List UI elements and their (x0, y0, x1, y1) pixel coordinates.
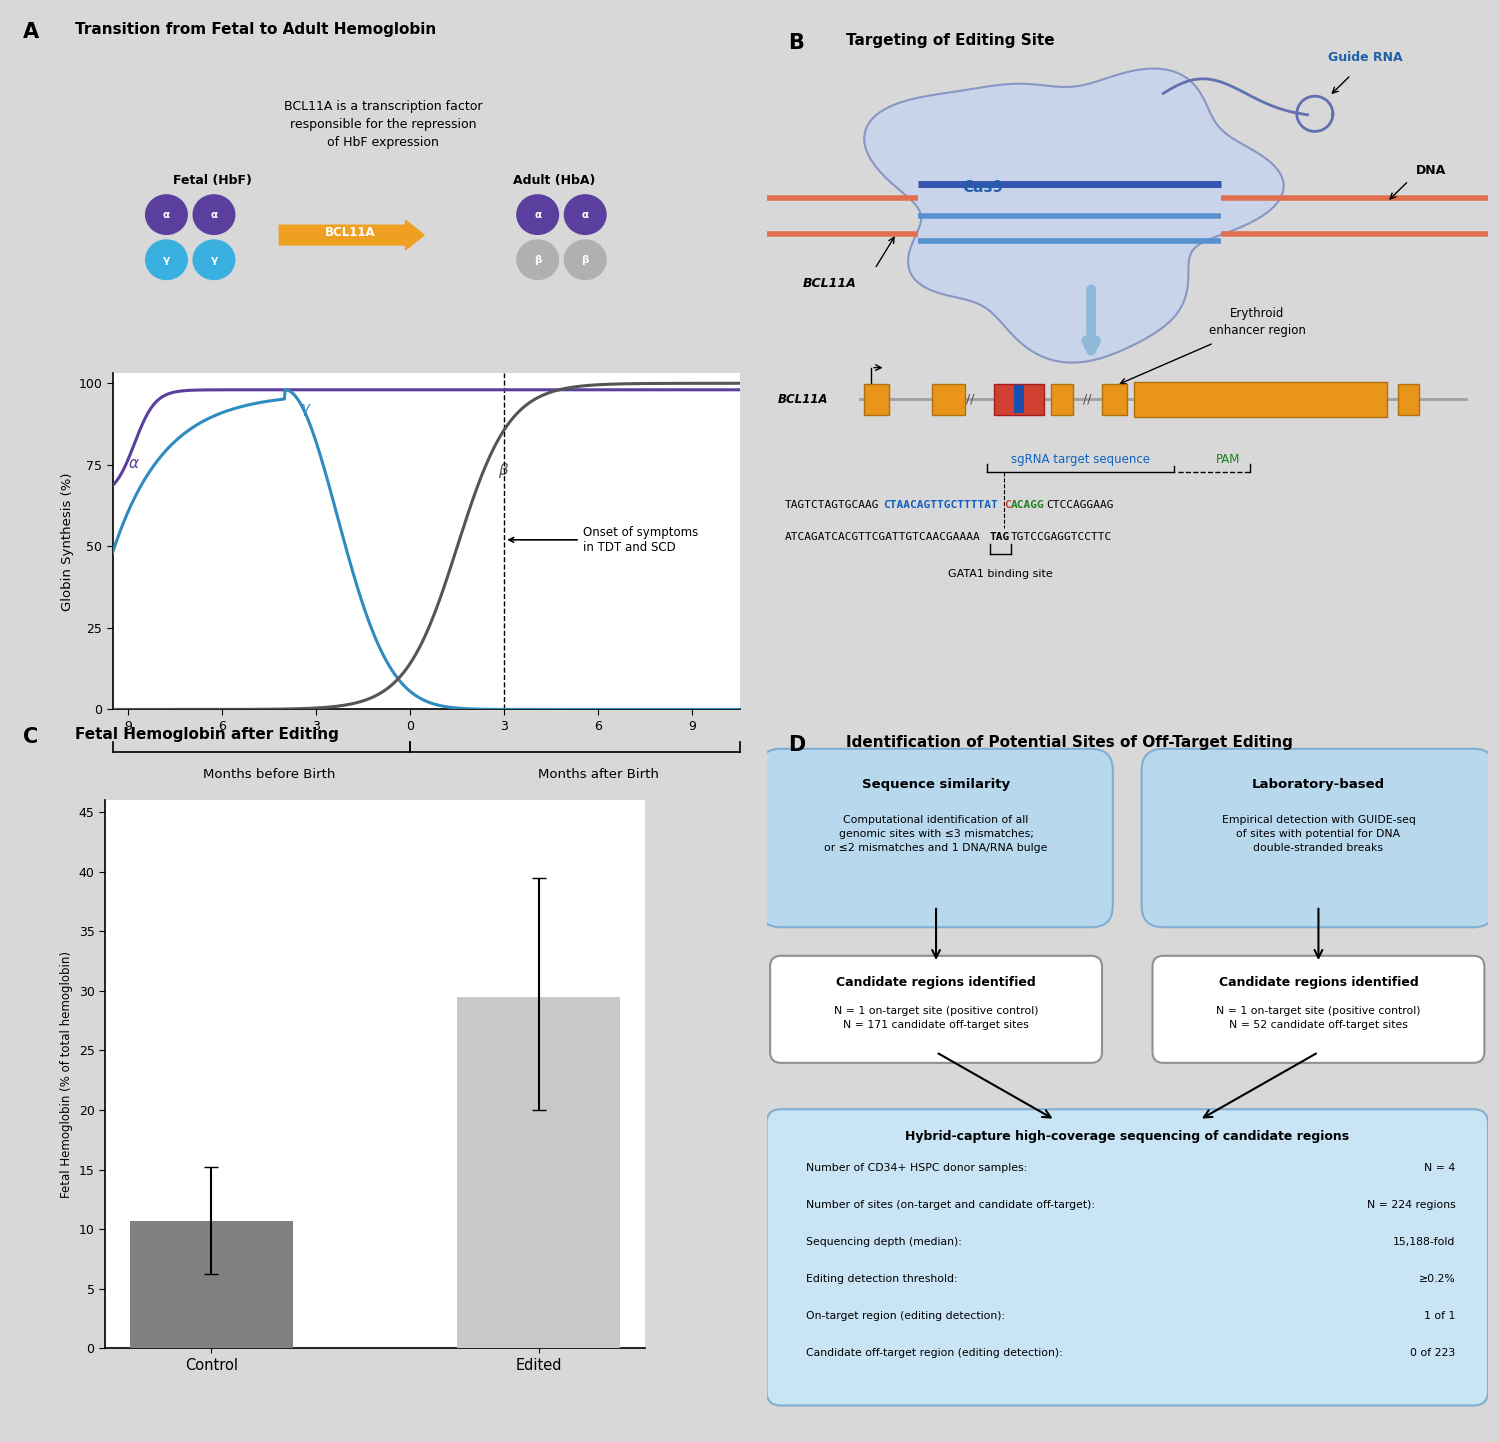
Y-axis label: Globin Synthesis (%): Globin Synthesis (%) (62, 472, 74, 611)
Text: Erythroid
enhancer region: Erythroid enhancer region (1209, 307, 1305, 337)
Text: C: C (1004, 500, 1011, 510)
Text: Hybrid-capture high-coverage sequencing of candidate regions: Hybrid-capture high-coverage sequencing … (904, 1131, 1350, 1144)
Circle shape (564, 195, 606, 235)
Text: ATCAGATCACGTTCGATTGTCAACGAAAA: ATCAGATCACGTTCGATTGTCAACGAAAA (784, 532, 981, 542)
Text: BCL11A: BCL11A (777, 392, 828, 405)
Circle shape (518, 195, 558, 235)
Text: α: α (128, 456, 138, 472)
Text: γ: γ (300, 401, 309, 415)
Text: Cas9: Cas9 (963, 180, 1004, 195)
Text: PAM: PAM (1216, 453, 1240, 466)
FancyBboxPatch shape (1052, 384, 1072, 415)
Text: N = 224 regions: N = 224 regions (1366, 1200, 1455, 1210)
Text: ACAGG: ACAGG (1011, 500, 1044, 510)
Text: Sequencing depth (median):: Sequencing depth (median): (806, 1237, 962, 1247)
Text: BCL11A: BCL11A (324, 226, 375, 239)
FancyBboxPatch shape (933, 384, 964, 415)
Bar (129, 1221, 292, 1348)
Text: C: C (22, 727, 39, 747)
Bar (458, 996, 621, 1348)
Text: β: β (498, 463, 508, 477)
Circle shape (146, 239, 188, 280)
Text: N = 1 on-target site (positive control)
N = 171 candidate off-target sites: N = 1 on-target site (positive control) … (834, 1007, 1038, 1030)
FancyBboxPatch shape (864, 384, 889, 415)
Text: Transition from Fetal to Adult Hemoglobin: Transition from Fetal to Adult Hemoglobi… (75, 22, 436, 37)
Text: N = 4: N = 4 (1425, 1162, 1455, 1172)
Text: Number of CD34+ HSPC donor samples:: Number of CD34+ HSPC donor samples: (806, 1162, 1028, 1172)
FancyBboxPatch shape (1134, 382, 1388, 417)
Text: α: α (210, 209, 218, 219)
Circle shape (146, 195, 188, 235)
Text: Computational identification of all
genomic sites with ≤3 mismatches;
or ≤2 mism: Computational identification of all geno… (825, 815, 1047, 854)
Text: Candidate regions identified: Candidate regions identified (1218, 976, 1419, 989)
Text: DNA: DNA (1416, 164, 1446, 177)
Text: β: β (582, 255, 590, 265)
Circle shape (194, 239, 234, 280)
Text: //: // (966, 392, 974, 405)
FancyBboxPatch shape (1102, 384, 1128, 415)
Text: //: // (1083, 392, 1092, 405)
Text: TGTCCGAGGTCCTTC: TGTCCGAGGTCCTTC (1011, 532, 1112, 542)
Text: Guide RNA: Guide RNA (1328, 50, 1402, 63)
Text: CTCCAGGAAG: CTCCAGGAAG (1046, 500, 1113, 510)
Text: Identification of Potential Sites of Off-Target Editing: Identification of Potential Sites of Off… (846, 734, 1293, 750)
Text: Candidate regions identified: Candidate regions identified (836, 976, 1036, 989)
Text: On-target region (editing detection):: On-target region (editing detection): (806, 1311, 1005, 1321)
Text: sgRNA target sequence: sgRNA target sequence (1011, 453, 1150, 466)
Text: CTAACAGTTGCTTTTAT: CTAACAGTTGCTTTTAT (884, 500, 999, 510)
Text: Laboratory-based: Laboratory-based (1252, 779, 1384, 792)
Text: Targeting of Editing Site: Targeting of Editing Site (846, 33, 1054, 48)
Text: Empirical detection with GUIDE-seq
of sites with potential for DNA
double-strand: Empirical detection with GUIDE-seq of si… (1221, 815, 1416, 854)
Text: 1 of 1: 1 of 1 (1424, 1311, 1455, 1321)
Text: Sequence similarity: Sequence similarity (862, 779, 1010, 792)
Text: Onset of symptoms
in TDT and SCD: Onset of symptoms in TDT and SCD (509, 526, 698, 554)
Text: BCL11A: BCL11A (802, 277, 856, 290)
FancyBboxPatch shape (1398, 384, 1419, 415)
Text: N = 1 on-target site (positive control)
N = 52 candidate off-target sites: N = 1 on-target site (positive control) … (1216, 1007, 1420, 1030)
Circle shape (564, 239, 606, 280)
Circle shape (518, 239, 558, 280)
Text: Editing detection threshold:: Editing detection threshold: (806, 1275, 958, 1285)
Text: Months after Birth: Months after Birth (538, 769, 658, 782)
Text: TAG: TAG (990, 532, 1010, 542)
FancyBboxPatch shape (994, 384, 1044, 415)
Text: Number of sites (on-target and candidate off-target):: Number of sites (on-target and candidate… (806, 1200, 1095, 1210)
Text: Fetal Hemoglobin after Editing: Fetal Hemoglobin after Editing (75, 727, 339, 743)
Text: Candidate off-target region (editing detection):: Candidate off-target region (editing det… (806, 1348, 1064, 1358)
Text: α: α (534, 209, 542, 219)
Text: TAGTCTAGTGCAAG: TAGTCTAGTGCAAG (784, 500, 879, 510)
Text: ≥0.2%: ≥0.2% (1419, 1275, 1455, 1285)
Text: Fetal (HbF): Fetal (HbF) (172, 174, 252, 187)
Y-axis label: Fetal Hemoglobin (% of total hemoglobin): Fetal Hemoglobin (% of total hemoglobin) (60, 950, 74, 1198)
Circle shape (194, 195, 234, 235)
FancyBboxPatch shape (766, 1109, 1488, 1406)
FancyBboxPatch shape (1142, 748, 1496, 927)
FancyBboxPatch shape (1014, 385, 1025, 414)
Text: γ: γ (210, 255, 218, 265)
Text: α: α (582, 209, 590, 219)
Text: GATA1 binding site: GATA1 binding site (948, 568, 1053, 578)
Text: 15,188-fold: 15,188-fold (1394, 1237, 1455, 1247)
Text: D: D (788, 734, 806, 754)
Text: A: A (22, 22, 39, 42)
Text: α: α (164, 209, 170, 219)
Text: 0 of 223: 0 of 223 (1410, 1348, 1455, 1358)
Text: β: β (534, 255, 542, 265)
PathPatch shape (864, 69, 1284, 362)
Text: γ: γ (164, 255, 170, 265)
Text: Months before Birth: Months before Birth (202, 769, 336, 782)
Text: Adult (HbA): Adult (HbA) (513, 174, 596, 187)
FancyBboxPatch shape (1152, 956, 1485, 1063)
Text: B: B (788, 33, 804, 53)
FancyBboxPatch shape (770, 956, 1102, 1063)
Text: BCL11A is a transcription factor
responsible for the repression
of HbF expressio: BCL11A is a transcription factor respons… (284, 99, 483, 149)
FancyBboxPatch shape (759, 748, 1113, 927)
FancyArrow shape (279, 221, 424, 249)
